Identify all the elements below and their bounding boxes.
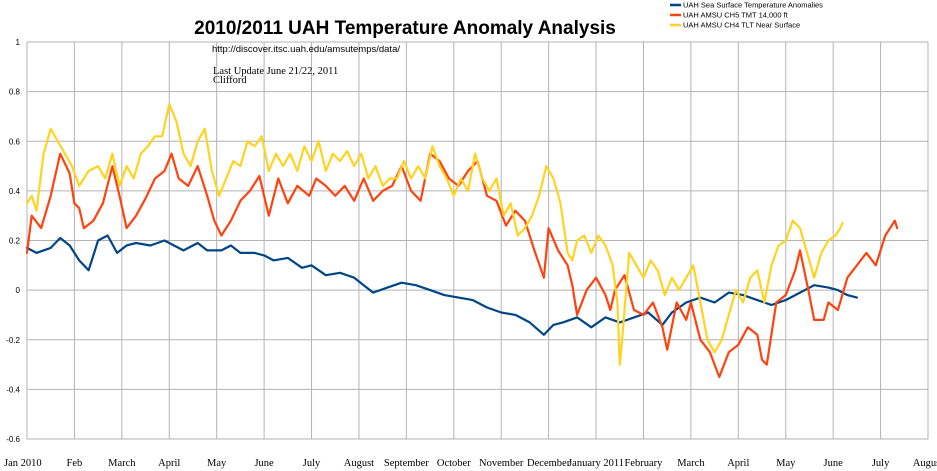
x-tick-label: August <box>913 458 937 469</box>
y-tick-label: 0.2 <box>9 237 21 246</box>
legend-label: UAH AMSU CH5 TMT 14,000 ft <box>683 11 789 20</box>
y-tick-label: 0.4 <box>9 187 21 196</box>
y-tick-label: -0.4 <box>6 385 20 394</box>
x-tick-label: May <box>776 458 796 469</box>
x-tick-label: February <box>625 458 664 469</box>
x-tick-label: June <box>824 458 844 469</box>
x-tick-label: July <box>872 458 890 469</box>
y-tick-label: 0.8 <box>9 88 21 97</box>
y-axis-ticks: 1 0.8 0.6 0.4 0.2 0 -0.2 -0.4 -0.6 <box>6 38 20 444</box>
legend: UAH Sea Surface Temperature AnomaliesUAH… <box>670 1 823 30</box>
series-line-0 <box>25 234 858 336</box>
legend-label: UAH Sea Surface Temperature Anomalies <box>683 1 823 10</box>
legend-label: UAH AMSU CH4 TLT Near Surface <box>683 21 800 30</box>
update-note: Last Update June 21/22, 2011 <box>213 66 338 77</box>
x-tick-label: September <box>384 458 429 469</box>
series-line-2 <box>25 102 844 366</box>
x-tick-label: April <box>727 458 749 469</box>
y-tick-label: 0 <box>16 286 21 295</box>
x-tick-label: July <box>303 458 321 469</box>
x-axis-ticks: Jan 2010 Feb March April May June July August Se… <box>4 458 937 469</box>
x-tick-label: October <box>437 458 471 469</box>
x-tick-label: November <box>479 458 524 469</box>
x-tick-label: Feb <box>67 458 83 469</box>
y-tick-label: -0.2 <box>6 336 20 345</box>
y-tick-label: 0.6 <box>9 137 21 146</box>
x-tick-label: April <box>158 458 180 469</box>
x-tick-label: August <box>344 458 374 469</box>
series-lines <box>25 102 899 379</box>
y-tick-label: -0.6 <box>6 435 20 444</box>
source-url: http://discover.itsc.uah.edu/amsutemps/d… <box>212 44 400 55</box>
x-tick-label: June <box>254 458 274 469</box>
x-tick-label: Jan 2010 <box>4 458 42 469</box>
x-tick-label: March <box>677 458 705 469</box>
y-tick-label: 1 <box>16 38 21 47</box>
author-note: Clifford <box>213 75 247 86</box>
series-line-1 <box>25 152 899 379</box>
chart-title: 2010/2011 UAH Temperature Anomaly Analys… <box>194 18 616 39</box>
x-tick-label: January 2011 <box>568 458 624 469</box>
x-tick-label: May <box>207 458 227 469</box>
x-tick-label: December <box>527 458 571 469</box>
x-tick-label: March <box>108 458 136 469</box>
gridlines <box>26 41 929 440</box>
